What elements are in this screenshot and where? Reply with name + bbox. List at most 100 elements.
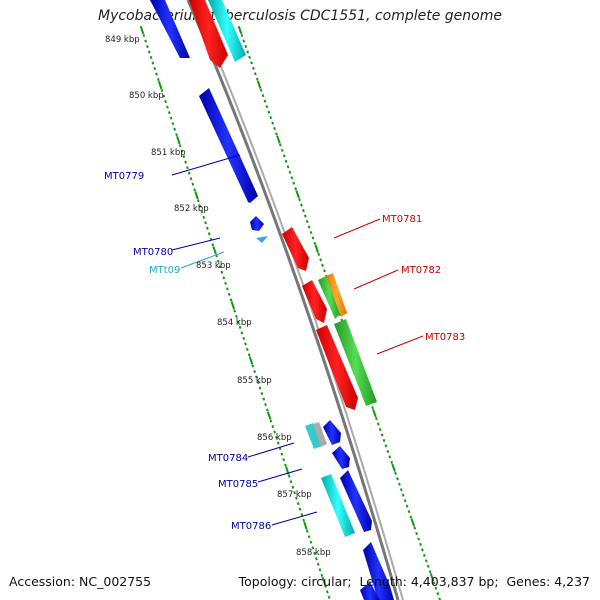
kbp-ruler-minor-tick <box>273 430 276 434</box>
gene-label-mtt09[interactable]: MTt09 <box>149 265 180 276</box>
gene-mt0785-blue[interactable] <box>332 446 350 469</box>
kbp-ruler-minor-tick <box>269 419 273 423</box>
kbp-ruler-minor-tick <box>291 485 295 489</box>
gene-mt0786[interactable] <box>321 474 355 537</box>
gene-mt0781[interactable] <box>282 227 309 271</box>
genes-label: Genes: <box>506 574 551 589</box>
kbp-ruler-minor-tick <box>149 55 153 60</box>
outer-ruler-minor-tick <box>384 444 388 448</box>
gene-mt0784-a[interactable] <box>305 423 322 449</box>
ruler-label: 850 kbp <box>129 91 164 101</box>
outer-ruler-minor-tick <box>378 427 382 432</box>
outer-ruler-minor-tick <box>432 581 436 585</box>
gene-mt0786-blue[interactable] <box>340 470 372 532</box>
kbp-ruler <box>139 25 331 599</box>
outer-ruler-minor-tick <box>399 488 403 492</box>
kbp-ruler-minor-tick <box>226 287 229 291</box>
genome-summary: Topology: circular; Length: 4,403,837 bp… <box>238 574 590 589</box>
ruler-labels: 849 kbp 850 kbp 851 kbp 852 kbp 853 kbp … <box>105 35 331 558</box>
gene-mt0782-b[interactable] <box>318 276 341 319</box>
kbp-ruler-minor-tick <box>305 529 309 533</box>
outer-ruler-minor-tick <box>394 471 397 475</box>
outer-ruler-minor-tick <box>396 477 399 481</box>
outer-ruler-minor-tick <box>252 66 255 70</box>
kbp-ruler-major-tick <box>248 356 254 365</box>
gene-label-mt0785[interactable]: MT0785 <box>218 479 258 490</box>
kbp-ruler-minor-tick <box>324 584 327 588</box>
outer-ruler-minor-tick <box>300 203 303 207</box>
outer-ruler-minor-tick <box>288 170 292 174</box>
outer-ruler-minor-tick <box>382 438 386 443</box>
kbp-ruler-minor-tick <box>204 221 207 225</box>
gene-label-mt0783[interactable]: MT0783 <box>425 332 465 343</box>
kbp-ruler-minor-tick <box>202 215 206 219</box>
genes-value: 4,237 <box>554 574 590 589</box>
outer-ruler-minor-tick <box>301 209 305 213</box>
kbp-ruler-minor-tick <box>175 133 178 137</box>
gene-mt0784-blue[interactable] <box>323 420 341 445</box>
kbp-ruler-minor-tick <box>160 89 164 93</box>
gene-top-red[interactable] <box>189 0 228 68</box>
outer-ruler-minor-tick <box>323 269 326 273</box>
outer-ruler-minor-tick <box>388 455 392 459</box>
kbp-ruler-minor-tick <box>238 325 242 329</box>
kbp-ruler-minor-tick <box>265 408 269 412</box>
gene-mtt09[interactable] <box>256 236 268 243</box>
outer-ruler-minor-tick <box>413 526 417 530</box>
kbp-ruler-minor-tick <box>211 243 215 247</box>
outer-ruler-minor-tick <box>426 564 430 568</box>
gene-bottom-blue[interactable] <box>363 542 394 600</box>
outer-ruler-minor-tick <box>436 592 440 596</box>
kbp-ruler-minor-tick <box>260 391 264 396</box>
kbp-ruler-minor-tick <box>284 463 287 467</box>
kbp-ruler-minor-tick <box>182 155 186 159</box>
outer-ruler-minor-tick <box>259 88 263 92</box>
gene-label-mt0784[interactable]: MT0784 <box>208 453 248 464</box>
outer-ruler-minor-tick <box>267 110 271 114</box>
outer-ruler-minor-tick <box>321 263 324 267</box>
outer-ruler-minor-tick <box>434 586 438 590</box>
gene-top-cyan[interactable] <box>208 0 246 62</box>
gene-label-mt0780[interactable]: MT0780 <box>133 247 173 258</box>
gene-mt0784-b[interactable] <box>313 422 327 447</box>
kbp-ruler-minor-tick <box>233 309 237 313</box>
kbp-ruler-minor-tick <box>275 436 278 440</box>
gene-bottom-blue-2[interactable] <box>360 582 380 600</box>
kbp-ruler-minor-tick <box>244 342 247 346</box>
kbp-ruler-major-tick <box>157 80 163 90</box>
kbp-ruler-major-tick <box>139 25 145 35</box>
gene-label-mt0781[interactable]: MT0781 <box>382 214 422 225</box>
kbp-ruler-minor-tick <box>216 259 220 263</box>
gene-label-mt0786[interactable]: MT0786 <box>231 521 271 532</box>
kbp-ruler-minor-tick <box>227 292 231 296</box>
kbp-ruler-minor-tick <box>153 67 157 71</box>
outer-ruler-major-tick <box>256 80 262 89</box>
kbp-ruler-minor-tick <box>164 100 167 104</box>
gene-label-mt0779[interactable]: MT0779 <box>104 171 144 182</box>
gene-mt0779[interactable] <box>199 88 258 203</box>
gene-mt0783-a[interactable] <box>316 325 358 410</box>
outer-ruler-minor-tick <box>269 116 273 120</box>
outer-ruler-major-tick <box>237 25 243 35</box>
outer-ruler-minor-tick <box>371 406 374 410</box>
kbp-ruler-major-tick <box>230 301 236 310</box>
kbp-ruler-minor-tick <box>251 364 255 368</box>
gene-mt0782-c[interactable] <box>326 273 347 317</box>
kbp-ruler-minor-tick <box>302 518 306 522</box>
kbp-ruler-minor-tick <box>222 276 226 280</box>
gene-top-blue[interactable] <box>150 0 190 58</box>
outer-ruler-minor-tick <box>263 99 267 103</box>
outer-ruler-minor-tick <box>271 121 275 125</box>
gene-mt0783-b[interactable] <box>334 319 377 406</box>
kbp-ruler-minor-tick <box>255 375 258 379</box>
gene-label-mt0782[interactable]: MT0782 <box>401 265 441 276</box>
outer-ruler-minor-tick <box>380 433 384 437</box>
gene-mt0780[interactable] <box>250 216 264 231</box>
kbp-ruler-minor-tick <box>258 386 262 390</box>
kbp-ruler-minor-tick <box>318 568 322 572</box>
kbp-ruler-minor-tick <box>315 557 318 561</box>
outer-ruler-minor-tick <box>374 417 378 421</box>
outer-ruler-minor-tick <box>282 154 286 158</box>
outer-ruler-minor-tick <box>407 510 411 514</box>
gene-mt0782-a[interactable] <box>302 280 327 323</box>
